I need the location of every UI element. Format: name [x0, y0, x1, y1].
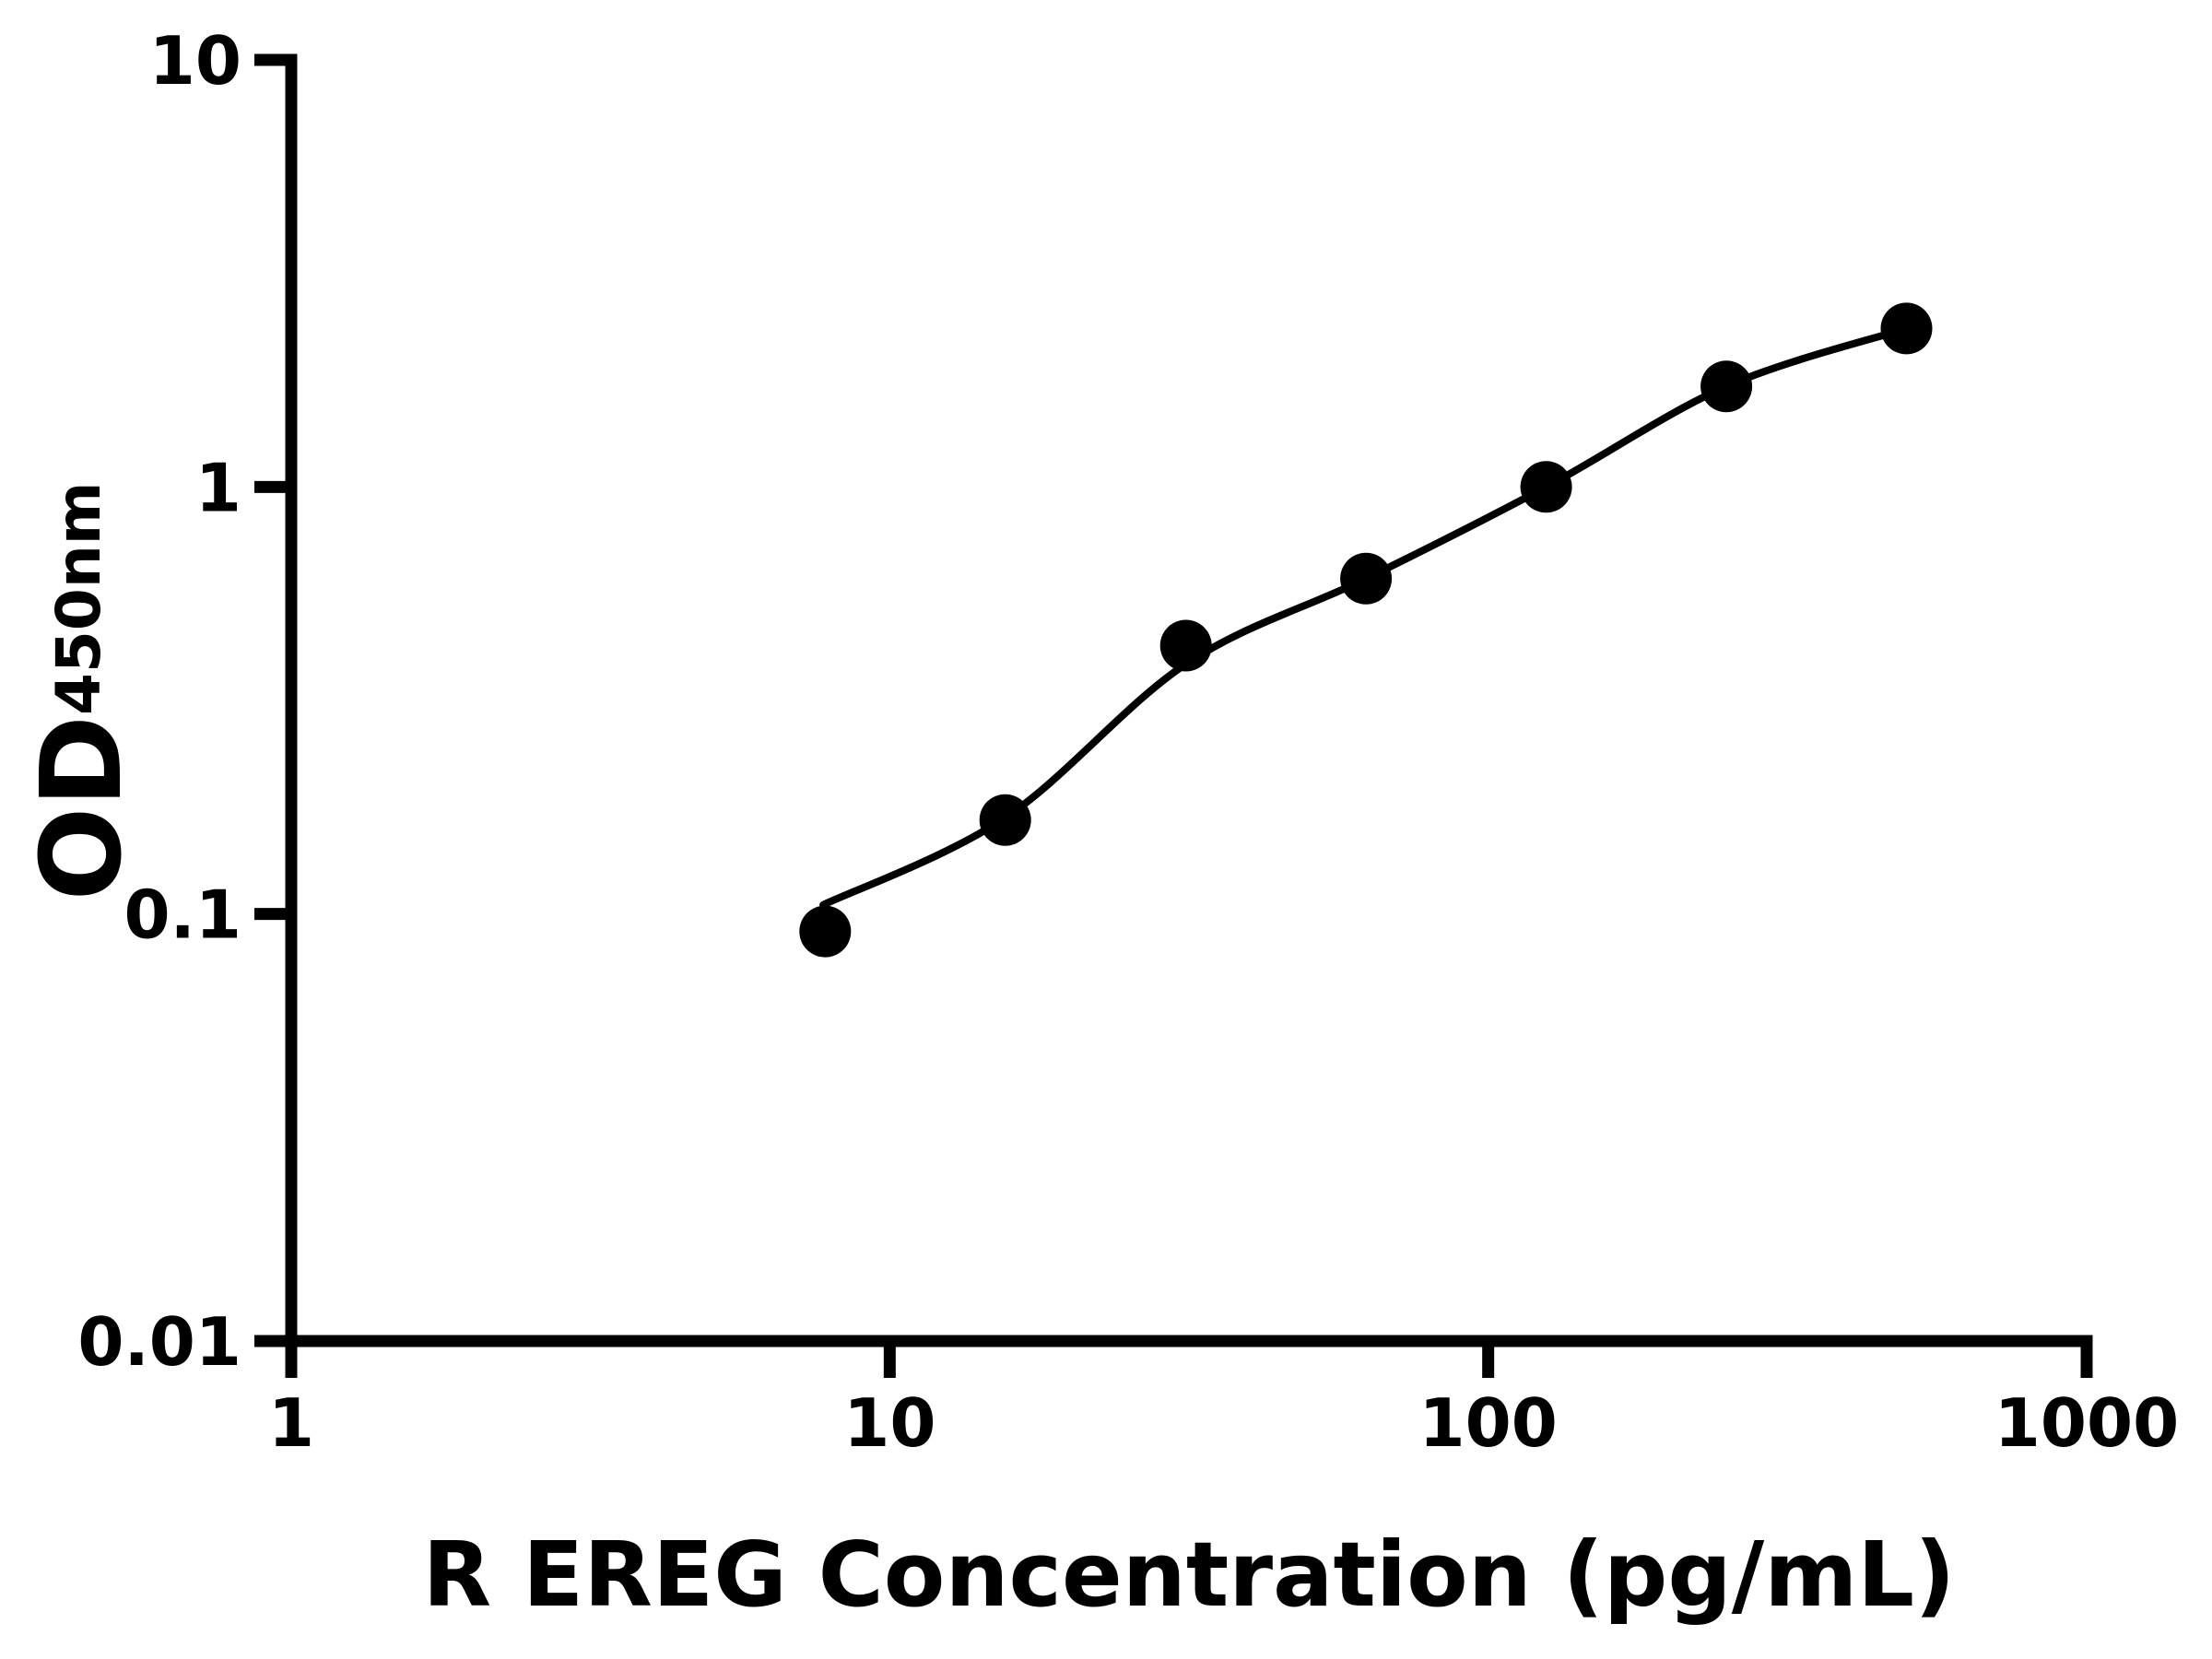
data-point-marker — [979, 794, 1031, 846]
data-point-marker — [1520, 461, 1572, 513]
x-axis-ticks: 1 10 100 1000 — [268, 1341, 2179, 1462]
data-point-marker — [1880, 302, 1933, 355]
x-tick-label: 1000 — [1994, 1384, 2179, 1462]
data-point-marker — [1159, 619, 1212, 672]
y-tick-label: 0.01 — [77, 1303, 241, 1381]
data-point-marker — [1340, 552, 1393, 605]
y-tick-label: 1 — [195, 449, 241, 526]
y-tick-label: 0.1 — [124, 877, 241, 954]
data-points — [799, 302, 1933, 958]
y-tick-label: 10 — [149, 22, 241, 100]
x-tick-label: 10 — [843, 1384, 935, 1462]
y-axis-title: OD450nm — [18, 481, 147, 900]
axes — [285, 53, 2093, 1347]
x-tick-label: 100 — [1419, 1384, 1558, 1462]
y-axis-title-sub: 450nm — [43, 481, 114, 715]
data-point-marker — [799, 905, 852, 958]
x-axis-title: R EREG Concentration (pg/mL) — [423, 1523, 1956, 1627]
y-axis-ticks: 0.01 0.1 1 10 — [77, 22, 291, 1381]
data-point-marker — [1700, 360, 1753, 413]
x-tick-label: 1 — [268, 1384, 314, 1462]
y-axis-title-main: OD — [18, 715, 147, 901]
